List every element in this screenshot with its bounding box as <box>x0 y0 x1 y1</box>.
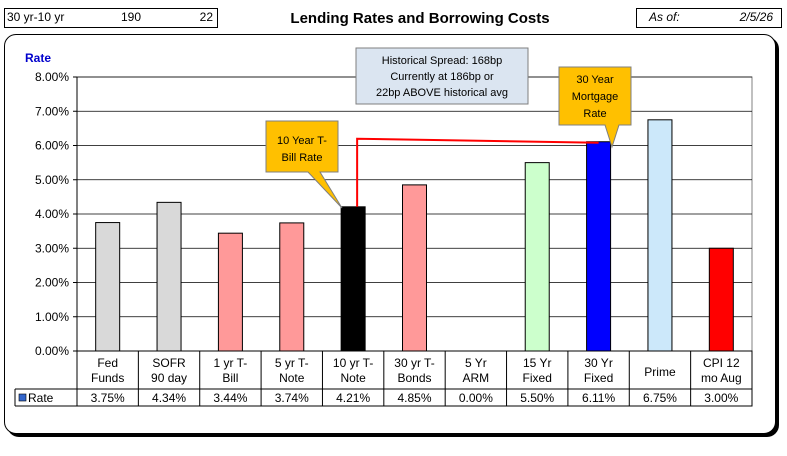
category-label: 15 Yr <box>523 356 551 370</box>
spread-diff: 22 <box>199 10 213 24</box>
category-label: 5 Yr <box>465 356 487 370</box>
category-label: Prime <box>644 365 676 379</box>
callout-30yr-text: 30 Year <box>576 74 614 86</box>
spread-note-text: Historical Spread: 168bp <box>382 55 502 67</box>
legend-label: Rate <box>28 391 54 405</box>
data-label: 4.85% <box>397 391 431 405</box>
bar <box>279 222 305 352</box>
category-label: Funds <box>91 371 124 385</box>
category-label: 90 day <box>151 371 187 385</box>
y-tick-label: 4.00% <box>35 207 69 221</box>
asof-box: As of: 2/5/26 <box>636 8 782 28</box>
category-label: Fed <box>97 356 118 370</box>
y-tick-label: 6.00% <box>35 139 69 153</box>
bar <box>708 247 734 352</box>
category-label: Note <box>340 371 366 385</box>
bar <box>402 184 427 352</box>
bar <box>156 201 182 352</box>
y-axis-title: Rate <box>25 51 51 65</box>
callout-10yr-text: 10 Year T- <box>277 135 327 147</box>
callout-10yr-text: Bill Rate <box>282 152 323 164</box>
spread-note-text: 22bp ABOVE historical avg <box>376 87 508 99</box>
y-tick-label: 7.00% <box>35 104 69 118</box>
category-label: Fixed <box>523 371 552 385</box>
category-label: Fixed <box>584 371 613 385</box>
data-label: 3.74% <box>275 391 309 405</box>
category-label: CPI 12 <box>703 356 740 370</box>
data-label: 0.00% <box>459 391 493 405</box>
data-label: 3.00% <box>704 391 738 405</box>
asof-date: 2/5/26 <box>739 10 773 24</box>
category-label: 1 yr T- <box>214 356 248 370</box>
category-label: ARM <box>463 371 490 385</box>
header-row: 30 yr-10 yr 190 22 Lending Rates and Bor… <box>0 6 787 28</box>
spread-note-box <box>355 47 529 105</box>
callout-30yr-text: Mortgage <box>572 91 618 103</box>
spread-bp: 190 <box>121 10 142 24</box>
data-label: 4.21% <box>336 391 370 405</box>
category-label: mo Aug <box>701 371 742 385</box>
spread-label: 30 yr-10 yr <box>7 10 65 24</box>
y-tick-label: 8.00% <box>35 70 69 84</box>
page-title: Lending Rates and Borrowing Costs <box>290 10 550 27</box>
callout-30yr <box>558 66 632 149</box>
bar <box>586 141 612 352</box>
data-label: 3.44% <box>213 391 247 405</box>
callout-10yr <box>265 120 343 209</box>
category-label: 5 yr T- <box>275 356 309 370</box>
category-label: Note <box>279 371 305 385</box>
category-label: Bill <box>222 371 238 385</box>
data-label: 3.75% <box>91 391 125 405</box>
bar <box>524 162 550 352</box>
spread-connector <box>356 137 599 207</box>
category-label: 30 Yr <box>584 356 612 370</box>
bar <box>95 222 121 352</box>
y-tick-label: 1.00% <box>35 310 69 324</box>
callout-30yr-text: Rate <box>583 108 606 120</box>
category-label: 30 yr T- <box>394 356 434 370</box>
bar <box>647 119 673 352</box>
y-tick-label: 0.00% <box>35 344 69 358</box>
y-tick-label: 2.00% <box>35 276 69 290</box>
spread-note-text: Currently at 186bp or <box>390 71 494 83</box>
data-label: 5.50% <box>520 391 554 405</box>
bar <box>217 232 243 352</box>
bar <box>340 206 366 352</box>
legend-key <box>18 393 27 402</box>
category-label: 10 yr T- <box>333 356 373 370</box>
spread-box: 30 yr-10 yr 190 22 <box>4 8 218 28</box>
asof-label: As of: <box>649 10 680 24</box>
category-label: Bonds <box>397 371 431 385</box>
data-label: 4.34% <box>152 391 186 405</box>
category-label: SOFR <box>152 356 186 370</box>
y-tick-label: 3.00% <box>35 241 69 255</box>
data-label: 6.75% <box>643 391 677 405</box>
y-tick-label: 5.00% <box>35 173 69 187</box>
data-label: 6.11% <box>582 391 615 405</box>
